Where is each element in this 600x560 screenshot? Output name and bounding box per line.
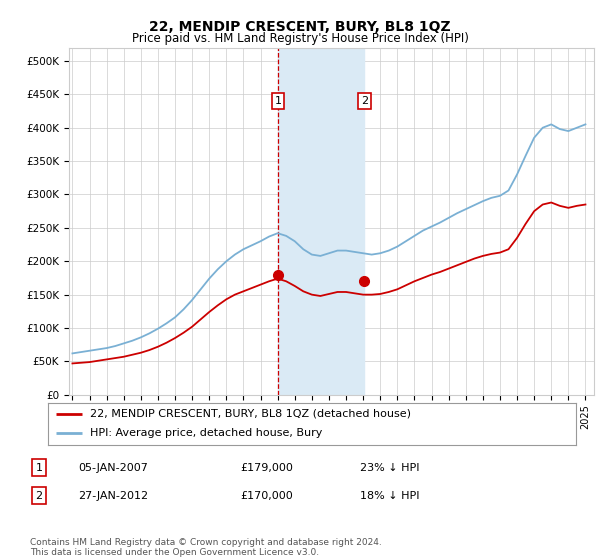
Text: 22, MENDIP CRESCENT, BURY, BL8 1QZ (detached house): 22, MENDIP CRESCENT, BURY, BL8 1QZ (deta… — [90, 409, 411, 419]
Text: £170,000: £170,000 — [240, 491, 293, 501]
Text: 05-JAN-2007: 05-JAN-2007 — [78, 463, 148, 473]
Text: Contains HM Land Registry data © Crown copyright and database right 2024.
This d: Contains HM Land Registry data © Crown c… — [30, 538, 382, 557]
Text: 27-JAN-2012: 27-JAN-2012 — [78, 491, 148, 501]
Text: £179,000: £179,000 — [240, 463, 293, 473]
Text: 2: 2 — [35, 491, 43, 501]
Text: HPI: Average price, detached house, Bury: HPI: Average price, detached house, Bury — [90, 428, 323, 438]
Bar — [278, 48, 364, 395]
Text: 22, MENDIP CRESCENT, BURY, BL8 1QZ: 22, MENDIP CRESCENT, BURY, BL8 1QZ — [149, 20, 451, 34]
Text: 23% ↓ HPI: 23% ↓ HPI — [360, 463, 419, 473]
Text: 2: 2 — [361, 96, 368, 106]
Text: 18% ↓ HPI: 18% ↓ HPI — [360, 491, 419, 501]
Text: 1: 1 — [35, 463, 43, 473]
Text: Price paid vs. HM Land Registry's House Price Index (HPI): Price paid vs. HM Land Registry's House … — [131, 32, 469, 45]
Text: 1: 1 — [275, 96, 281, 106]
